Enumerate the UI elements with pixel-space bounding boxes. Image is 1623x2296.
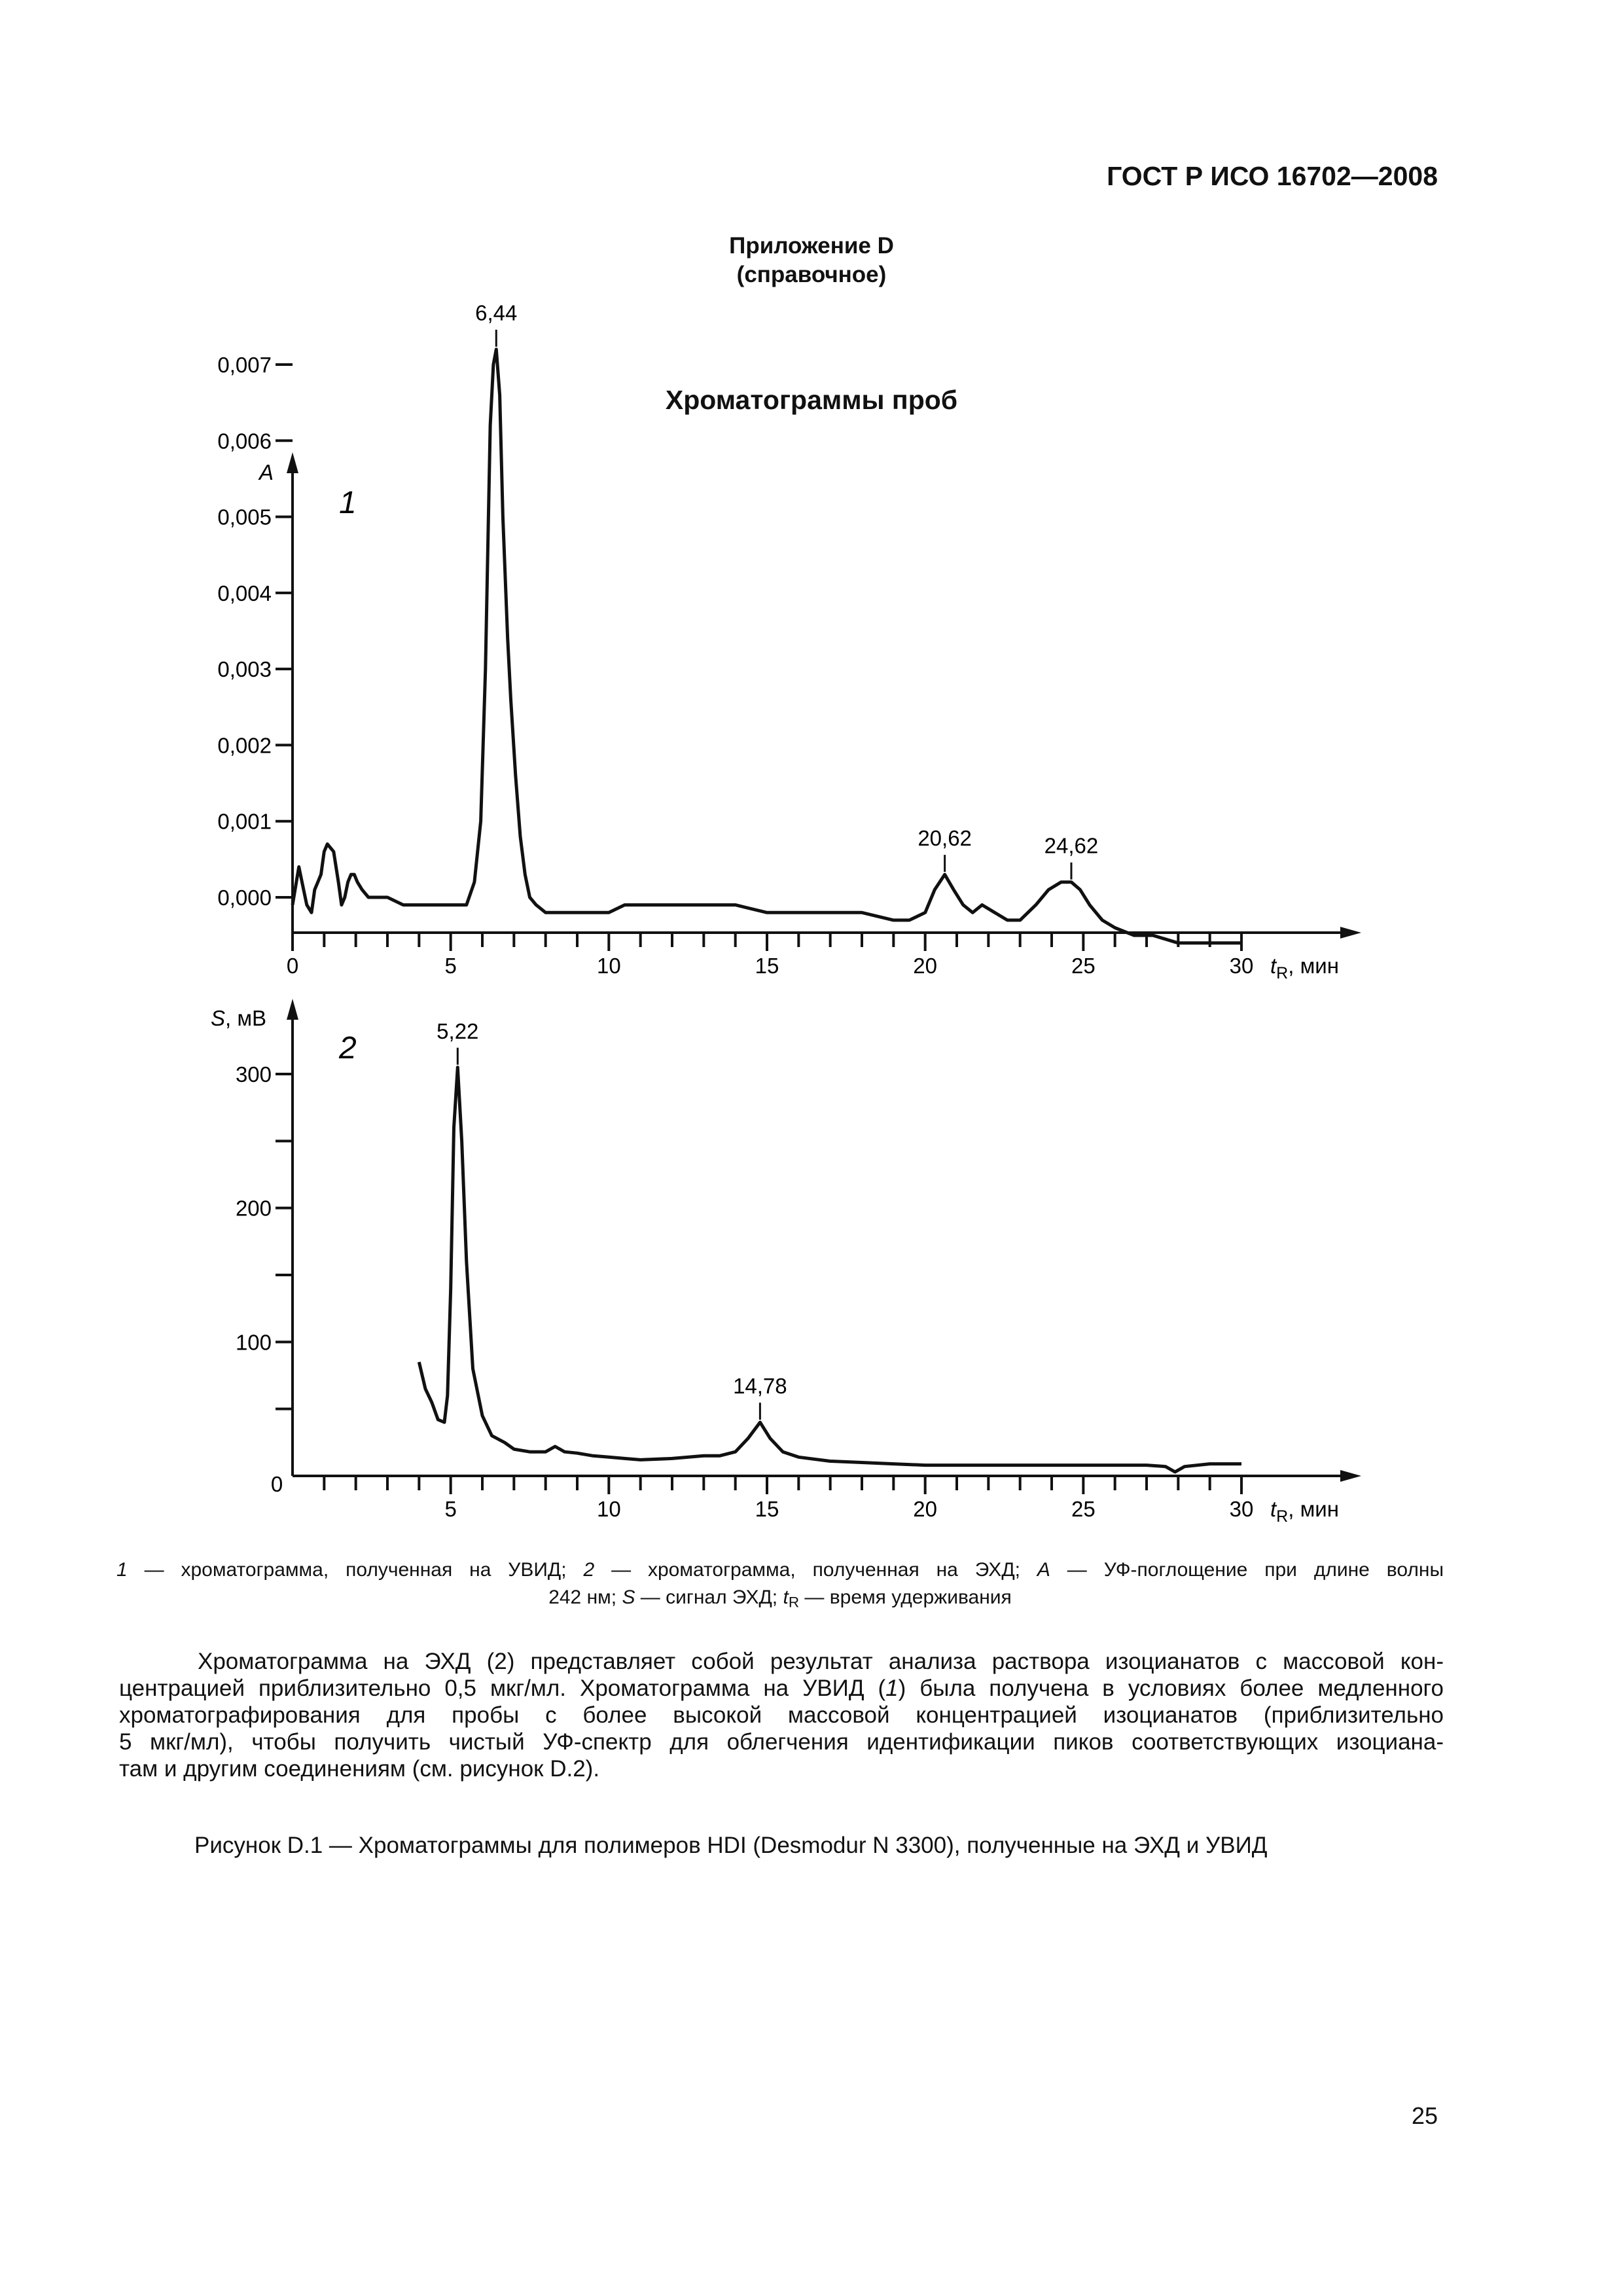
chromatogram-uv: 0 5 10 15 20 25 30 tR, мин 0,000 0,001 0,002 0,003 0… xyxy=(217,301,1361,982)
note-line-5: там и другим соединениям (см. рисунок D.… xyxy=(119,1756,600,1782)
legend-curve-2-text: — хроматограмма, полученная на ЭХД; xyxy=(594,1559,1037,1581)
legend-tr-text: — время удерживания xyxy=(799,1587,1012,1608)
page-number: 25 xyxy=(1411,2102,1438,2129)
legend-s-text: — сигнал ЭХД; xyxy=(635,1587,783,1608)
note-line-2a: центрацией приблизительно 0,5 мкг/мл. Хр… xyxy=(119,1676,886,1701)
x-tick-label: 25 xyxy=(1071,1497,1096,1521)
y-tick-label: 0,004 xyxy=(217,581,272,605)
figure-note: Хроматограмма на ЭХД (2) представляет со… xyxy=(119,1648,1444,1782)
legend-curve-1-number: 1 xyxy=(116,1559,128,1581)
x-tick-label: 15 xyxy=(755,954,779,978)
x-tick-label: 10 xyxy=(597,1497,621,1521)
x-tick-label: 5 xyxy=(444,1497,456,1521)
y-axis-label: S, мВ xyxy=(211,1006,266,1030)
x-tick-label: 30 xyxy=(1230,1497,1254,1521)
legend-a-text: — УФ-поглощение при длине волны xyxy=(1050,1559,1444,1581)
x-axis-label-var: t xyxy=(1270,954,1277,978)
legend-a-symbol: A xyxy=(1037,1559,1050,1581)
legend-tr-symbol: t xyxy=(783,1587,789,1608)
y-tick-label: 0,005 xyxy=(217,505,272,529)
figure-legend: 1 — хроматограмма, полученная на УВИД; 2… xyxy=(116,1556,1444,1617)
chromatogram-trace xyxy=(291,348,1241,945)
legend-s-symbol: S xyxy=(622,1587,635,1608)
note-line-4: 5 мкг/мл), чтобы получить чистый УФ-спек… xyxy=(119,1729,1444,1755)
x-axis-label-var: t xyxy=(1270,1497,1277,1521)
peak-label: 20,62 xyxy=(918,826,972,850)
y-axis-label-unit: , мВ xyxy=(225,1006,266,1030)
x-axis-label-sub: R xyxy=(1276,1507,1288,1526)
y-tick-label: 0,001 xyxy=(217,810,272,834)
x-axis-arrow xyxy=(1340,927,1361,939)
x-tick-label: 0 xyxy=(287,954,298,978)
x-tick-label: 25 xyxy=(1071,954,1096,978)
y-axis-label: A xyxy=(258,460,274,484)
note-ref-1: 1 xyxy=(885,1676,899,1701)
y-tick-label: 0,007 xyxy=(217,353,272,377)
y-tick-label: 300 xyxy=(236,1062,272,1086)
note-line-1b: ) представляет собой результат анализа р… xyxy=(507,1649,1444,1674)
figure-caption: Рисунок D.1 — Хроматограммы для полимеро… xyxy=(194,1833,1268,1858)
x-tick-label: 15 xyxy=(755,1497,779,1521)
figure-heading: Хроматограммы проб xyxy=(665,385,958,415)
legend-line-2: 242 нм; S — сигнал ЭХД; tR — время удерж… xyxy=(116,1584,1444,1617)
x-tick-label: 20 xyxy=(913,1497,937,1521)
legend-line-1: 1 — хроматограмма, полученная на УВИД; 2… xyxy=(116,1556,1444,1584)
annex-title: Приложение D xyxy=(729,233,894,259)
origin-label: 0 xyxy=(271,1472,283,1496)
y-tick-label: 100 xyxy=(236,1330,272,1354)
y-tick-label: 0,002 xyxy=(217,733,272,757)
x-axis-label: tR, мин xyxy=(1270,954,1339,982)
chromatogram-figure: 0 5 10 15 20 25 30 tR, мин0,0000,0010,0020,0030… xyxy=(211,301,1361,1526)
y-tick-label: 200 xyxy=(236,1196,272,1221)
x-tick-label: 30 xyxy=(1230,954,1254,978)
note-ref-2: 2 xyxy=(494,1649,507,1674)
y-tick-label: 0,000 xyxy=(217,886,272,910)
x-tick-label: 5 xyxy=(444,954,456,978)
panel-number: 1 xyxy=(339,486,357,520)
y-axis-label-var: S xyxy=(211,1006,225,1030)
peak-label: 24,62 xyxy=(1044,834,1099,858)
chromatogram-trace xyxy=(417,1066,1241,1474)
x-axis-label-sub: R xyxy=(1276,964,1288,982)
note-line-1a: Хроматограмма на ЭХД ( xyxy=(198,1649,495,1674)
x-tick-label: 10 xyxy=(597,954,621,978)
annex-status: (справочное) xyxy=(736,262,887,287)
peak-label: 6,44 xyxy=(475,301,517,325)
legend-wavelength-text: 242 нм; xyxy=(548,1587,622,1608)
y-tick-label: 0,006 xyxy=(217,429,272,453)
note-line-2b: ) была получена в условиях более медленн… xyxy=(898,1676,1444,1701)
y-tick-label: 0,003 xyxy=(217,657,272,681)
y-axis-arrow xyxy=(287,999,298,1020)
y-axis-arrow xyxy=(287,452,298,473)
panel-number: 2 xyxy=(338,1031,357,1066)
note-line-3: хроматографирования для пробы с более вы… xyxy=(119,1702,1444,1728)
document-id-header: ГОСТ Р ИСО 16702—2008 xyxy=(1107,161,1438,191)
x-axis-label-unit: , мин xyxy=(1288,1497,1339,1521)
peak-label: 14,78 xyxy=(733,1374,787,1398)
x-axis-label: tR, мин xyxy=(1270,1497,1339,1526)
note-line-2: центрацией приблизительно 0,5 мкг/мл. Хр… xyxy=(119,1675,1444,1702)
peak-label: 5,22 xyxy=(437,1019,478,1043)
x-tick-label: 20 xyxy=(913,954,937,978)
legend-tr-subscript: R xyxy=(788,1594,800,1611)
x-axis-arrow xyxy=(1340,1470,1361,1482)
legend-curve-2-number: 2 xyxy=(583,1559,595,1581)
note-line-1: Хроматограмма на ЭХД (2) представляет со… xyxy=(119,1648,1444,1675)
legend-curve-1-text: — хроматограмма, полученная на УВИД; xyxy=(127,1559,584,1581)
x-axis-label-unit: , мин xyxy=(1288,954,1339,978)
